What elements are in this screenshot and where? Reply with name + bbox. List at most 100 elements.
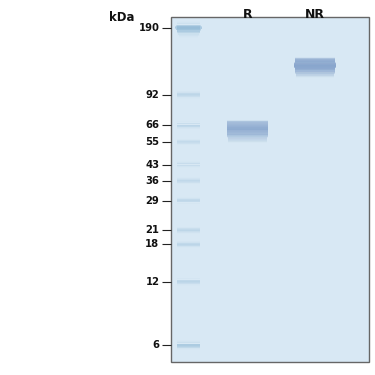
Bar xyxy=(177,27,200,28)
Bar xyxy=(295,57,335,59)
Bar xyxy=(177,197,200,198)
Bar xyxy=(227,122,268,124)
Bar xyxy=(296,72,334,74)
Bar xyxy=(177,281,200,282)
Bar xyxy=(296,75,334,76)
Bar xyxy=(296,75,334,77)
Bar xyxy=(296,72,334,74)
Bar xyxy=(177,344,200,345)
Bar xyxy=(227,124,268,126)
Text: 12: 12 xyxy=(146,277,159,286)
Bar xyxy=(177,124,200,125)
Bar xyxy=(228,138,267,140)
Bar xyxy=(176,28,201,29)
Bar xyxy=(295,71,335,73)
Bar xyxy=(295,59,335,61)
Bar xyxy=(177,25,200,26)
Bar xyxy=(227,130,268,132)
Bar xyxy=(177,31,200,32)
Bar xyxy=(294,62,336,63)
Bar xyxy=(296,73,334,75)
Bar xyxy=(177,92,200,93)
Bar xyxy=(227,128,268,129)
Bar xyxy=(295,68,335,70)
Bar xyxy=(227,123,268,125)
Text: 92: 92 xyxy=(146,90,159,100)
Bar xyxy=(177,31,200,32)
Bar xyxy=(294,66,336,68)
Bar xyxy=(177,343,200,344)
Bar xyxy=(295,58,335,60)
Bar xyxy=(227,121,268,123)
Bar xyxy=(177,227,200,228)
Bar xyxy=(177,284,200,285)
Bar xyxy=(177,202,200,203)
Text: R: R xyxy=(243,8,252,21)
Bar xyxy=(227,131,268,133)
Bar xyxy=(295,60,335,62)
Bar xyxy=(176,29,201,30)
Bar xyxy=(228,136,267,138)
Bar xyxy=(177,164,200,165)
Bar xyxy=(177,177,200,178)
Bar xyxy=(294,64,336,66)
Bar xyxy=(177,139,200,140)
Bar xyxy=(296,72,334,74)
Bar xyxy=(177,32,200,33)
Bar xyxy=(227,132,268,134)
Bar xyxy=(177,140,200,141)
Bar xyxy=(295,58,335,60)
Text: 43: 43 xyxy=(146,159,159,170)
Bar xyxy=(295,68,335,70)
Bar xyxy=(176,28,202,29)
Bar xyxy=(294,66,336,68)
Bar xyxy=(177,244,200,245)
Bar xyxy=(227,134,268,136)
Bar xyxy=(296,74,334,75)
Bar xyxy=(177,141,200,142)
Bar xyxy=(296,57,334,59)
Bar xyxy=(177,93,200,94)
Bar xyxy=(294,64,336,66)
Bar xyxy=(294,66,336,68)
Bar xyxy=(177,231,200,232)
Bar xyxy=(294,66,336,68)
Bar xyxy=(177,123,200,124)
Bar xyxy=(227,129,268,131)
Bar xyxy=(178,32,200,33)
Bar xyxy=(227,135,268,136)
Bar xyxy=(177,340,200,341)
Bar xyxy=(177,243,200,244)
Bar xyxy=(177,228,200,229)
Bar xyxy=(294,65,336,67)
Bar xyxy=(177,142,200,143)
Bar xyxy=(227,126,268,128)
Bar xyxy=(177,346,200,347)
Bar xyxy=(177,179,200,180)
Bar xyxy=(177,245,200,246)
Bar xyxy=(294,67,336,69)
Text: 55: 55 xyxy=(146,137,159,147)
Bar xyxy=(228,140,267,141)
Text: 29: 29 xyxy=(146,196,159,206)
Text: 190: 190 xyxy=(138,23,159,33)
Bar xyxy=(177,28,200,29)
Bar xyxy=(295,60,335,62)
Bar xyxy=(227,132,268,134)
Bar xyxy=(227,128,268,130)
Bar xyxy=(177,200,200,201)
Bar xyxy=(177,278,200,279)
Bar xyxy=(227,130,268,132)
Bar xyxy=(176,29,201,30)
Bar xyxy=(227,122,268,124)
Bar xyxy=(177,23,200,24)
Bar xyxy=(295,68,335,69)
Bar xyxy=(177,128,200,129)
Text: 18: 18 xyxy=(145,239,159,249)
Bar xyxy=(294,65,336,67)
Text: NR: NR xyxy=(305,8,325,21)
Bar xyxy=(227,130,268,132)
Bar xyxy=(227,121,268,123)
Bar xyxy=(227,134,268,136)
Bar xyxy=(294,63,336,64)
